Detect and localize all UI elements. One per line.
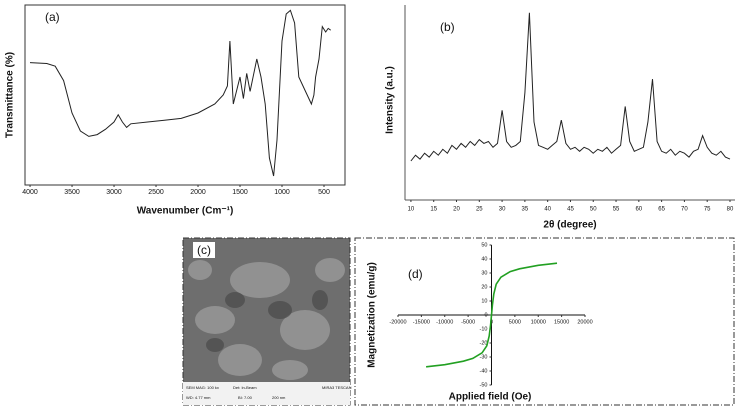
y-tick-label: -10	[480, 326, 488, 332]
x-tick-label: 20	[453, 207, 460, 213]
x-tick-label: 5000	[509, 319, 521, 325]
y-axis-label: Intensity (a.u.)	[385, 66, 396, 134]
x-tick-label: 65	[658, 207, 665, 213]
x-tick-label: -10000	[436, 319, 453, 325]
frame-d	[354, 237, 735, 406]
x-tick-label: 1000	[274, 189, 290, 196]
x-tick-label: 10	[408, 207, 415, 213]
x-axis-label: Wavenumber (Cm⁻¹)	[137, 206, 234, 217]
sem-info: WD: 4.77 mm	[186, 395, 211, 400]
y-tick-label: 50	[481, 242, 487, 248]
sem-texture	[188, 258, 345, 380]
x-tick-label: 25	[476, 207, 483, 213]
sem-info: 200 nm	[272, 395, 286, 400]
x-tick-label: 15000	[554, 319, 569, 325]
x-tick-label: 80	[727, 207, 734, 213]
x-tick-label: 40	[544, 207, 551, 213]
y-tick-label: -50	[480, 382, 488, 388]
x-tick-label: -20000	[389, 319, 406, 325]
sem-info: SEM MAG: 100 kx	[186, 385, 219, 390]
x-tick-label: 50	[590, 207, 597, 213]
sem-info: Det: In-Beam	[233, 385, 257, 390]
y-axis-label: Transmittance (%)	[5, 52, 16, 138]
y-tick-label: 20	[481, 284, 487, 290]
panel-label: (d)	[408, 267, 423, 281]
x-tick-label: 500	[318, 189, 330, 196]
x-tick-label: 70	[681, 207, 688, 213]
label-bg	[193, 242, 215, 258]
x-tick-label: 3500	[64, 189, 80, 196]
x-tick-label: 60	[635, 207, 642, 213]
x-tick-label: 3000	[106, 189, 122, 196]
y-axis-label: Magnetization (emu/g)	[367, 262, 378, 368]
panel-label: (b)	[440, 20, 455, 34]
data-line	[29, 9, 331, 177]
x-tick-label: -15000	[413, 319, 430, 325]
sem-info: BI: 7.00	[238, 395, 253, 400]
y-tick-label: 0	[484, 312, 487, 318]
x-tick-label: 15	[430, 207, 437, 213]
data-line	[426, 262, 558, 368]
x-axis-label: Applied field (Oe)	[449, 392, 532, 403]
x-tick-label: 4000	[22, 189, 38, 196]
y-tick-label: 40	[481, 256, 487, 262]
x-tick-label: 10000	[531, 319, 546, 325]
panel-label: (a)	[45, 10, 60, 24]
x-tick-label: 1500	[232, 189, 248, 196]
y-tick-label: -20	[480, 340, 488, 346]
data-line	[410, 12, 731, 162]
x-axis-label: 2θ (degree)	[543, 220, 596, 231]
sem-info-bar	[183, 382, 350, 405]
sem-info: MIRA3 TESCAN	[322, 385, 352, 390]
panel-label: (c)	[197, 243, 211, 257]
x-tick-label: 55	[613, 207, 620, 213]
y-tick-label: -30	[480, 354, 488, 360]
x-tick-label: 2500	[148, 189, 164, 196]
y-tick-label: 10	[481, 298, 487, 304]
x-tick-label: -5000	[461, 319, 475, 325]
sem-shadows	[206, 290, 328, 352]
y-tick-label: 30	[481, 270, 487, 276]
y-tick-label: -40	[480, 368, 488, 374]
x-tick-label: 30	[499, 207, 506, 213]
x-tick-label: 45	[567, 207, 574, 213]
x-tick-label: 2000	[190, 189, 206, 196]
x-tick-label: 75	[704, 207, 711, 213]
x-tick-label: 20000	[577, 319, 592, 325]
frame-a	[24, 4, 346, 186]
x-tick-label: 35	[522, 207, 529, 213]
